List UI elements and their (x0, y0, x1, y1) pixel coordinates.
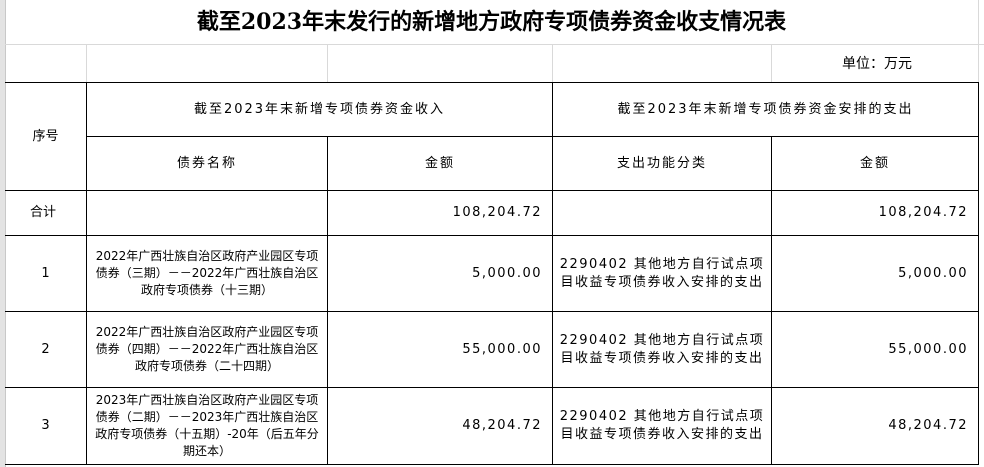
total-label: 合计 (5, 191, 87, 236)
total-income-amount: 108,204.72 (328, 191, 553, 236)
gridline (327, 44, 328, 82)
row-bond-name: 2023年广西壮族自治区政府产业园区专项债券（二期）－－2023年广西壮族自治区… (87, 388, 328, 465)
gridline (86, 44, 87, 82)
header-bond-name: 债券名称 (87, 137, 328, 191)
row-expense-class: 2290402 其他地方自行试点项目收益专项债券收入安排的支出 (553, 312, 772, 388)
gridline (771, 44, 772, 82)
gridline (978, 0, 979, 82)
row-expense-class: 2290402 其他地方自行试点项目收益专项债券收入安排的支出 (553, 388, 772, 465)
header-expense-group: 截至2023年末新增专项债券资金安排的支出 (553, 82, 979, 137)
gridline (552, 44, 553, 82)
row-expense-class: 2290402 其他地方自行试点项目收益专项债券收入安排的支出 (553, 236, 772, 312)
page-title: 截至2023年末发行的新增地方政府专项债券资金收支情况表 (196, 9, 787, 35)
header-income-amount: 金额 (328, 137, 553, 191)
row-income-amount: 55,000.00 (328, 312, 553, 388)
row-expense-amount: 5,000.00 (772, 236, 979, 312)
unit-label: 单位：万元 (842, 55, 912, 72)
total-expense-class (553, 191, 772, 236)
header-expense-class: 支出功能分类 (553, 137, 772, 191)
gridline (5, 44, 984, 45)
row-bond-name: 2022年广西壮族自治区政府产业园区专项债券（三期）－－2022年广西壮族自治区… (87, 236, 328, 312)
total-bond-name (87, 191, 328, 236)
row-header-strip (0, 0, 6, 467)
row-bond-name: 2022年广西壮族自治区政府产业园区专项债券（四期）－－2022年广西壮族自治区… (87, 312, 328, 388)
row-seq: 3 (5, 388, 87, 465)
row-expense-amount: 55,000.00 (772, 312, 979, 388)
row-expense-amount: 48,204.72 (772, 388, 979, 465)
row-seq: 1 (5, 236, 87, 312)
row-seq: 2 (5, 312, 87, 388)
header-expense-amount: 金额 (772, 137, 979, 191)
header-income-group: 截至2023年末新增专项债券资金收入 (87, 82, 553, 137)
row-income-amount: 5,000.00 (328, 236, 553, 312)
row-income-amount: 48,204.72 (328, 388, 553, 465)
total-expense-amount: 108,204.72 (772, 191, 979, 236)
header-seq: 序号 (5, 82, 87, 191)
